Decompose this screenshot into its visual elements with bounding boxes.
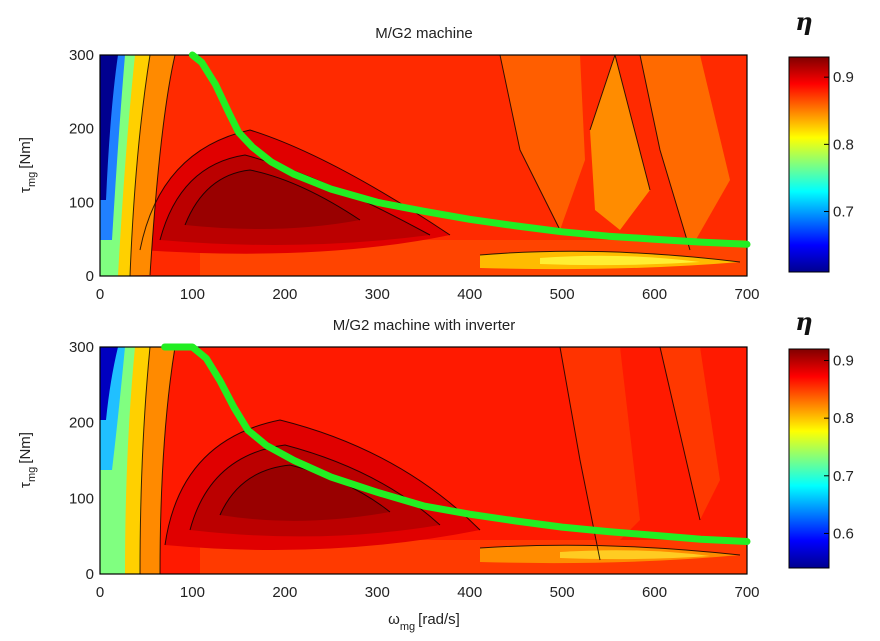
panel-bottom-title: M/G2 machine with inverter xyxy=(333,317,516,334)
x-tick-label: 300 xyxy=(365,286,390,303)
max-torque-curve-top xyxy=(188,51,751,248)
x-tick-label: 400 xyxy=(457,286,482,303)
y-tick-labels-top: 0 100 200 300 xyxy=(69,47,94,285)
colorbar-tick-label: 0.7 xyxy=(833,468,854,485)
y-tick-label: 300 xyxy=(69,47,94,64)
colorbar-top: η 0.7 0.8 0.9 xyxy=(788,7,854,273)
x-tick-label: 500 xyxy=(550,584,575,601)
x-tick-label: 200 xyxy=(272,286,297,303)
colorbar-tick-label: 0.8 xyxy=(833,410,854,427)
y-axis-label-bottom: τmg[Nm] xyxy=(17,432,38,488)
panel-top-frame xyxy=(99,54,748,277)
y-tick-label: 200 xyxy=(69,415,94,432)
panel-top-title: M/G2 machine xyxy=(375,25,473,42)
x-tick-label: 0 xyxy=(96,286,104,303)
colorbar-bottom: η 0.6 0.7 0.8 0.9 xyxy=(788,307,854,569)
x-tick-label: 500 xyxy=(550,286,575,303)
x-tick-labels-top: 0 100 200 300 400 500 600 700 xyxy=(96,286,760,303)
y-tick-label: 100 xyxy=(69,194,94,211)
y-axis-label-top: τmg[Nm] xyxy=(17,137,38,193)
colorbar-tick-label: 0.7 xyxy=(833,204,854,221)
x-tick-labels-bottom: 0 100 200 300 400 500 600 700 xyxy=(96,584,760,601)
x-tick-label: 200 xyxy=(272,584,297,601)
panel-top: M/G2 machine xyxy=(17,7,854,303)
heatmap-top xyxy=(99,51,751,277)
colorbar-tick-label: 0.9 xyxy=(833,353,854,370)
y-tick-labels-bottom: 0 100 200 300 xyxy=(69,339,94,583)
x-tick-label: 600 xyxy=(642,286,667,303)
y-tick-label: 0 xyxy=(86,566,94,583)
panel-bottom-frame xyxy=(99,346,748,575)
colorbar-tick-label: 0.6 xyxy=(833,525,854,542)
x-tick-label: 700 xyxy=(734,286,759,303)
x-tick-label: 600 xyxy=(642,584,667,601)
x-tick-label: 300 xyxy=(365,584,390,601)
x-tick-label: 700 xyxy=(734,584,759,601)
panel-bottom: M/G2 machine with inverter xyxy=(17,307,854,601)
colorbar-tick-label: 0.8 xyxy=(833,136,854,153)
y-tick-label: 300 xyxy=(69,339,94,356)
y-tick-label: 100 xyxy=(69,490,94,507)
colorbar-tick-label: 0.9 xyxy=(833,69,854,86)
x-axis-label: ωmg [rad/s] xyxy=(388,611,460,633)
x-tick-label: 400 xyxy=(457,584,482,601)
x-tick-label: 100 xyxy=(180,584,205,601)
x-tick-label: 100 xyxy=(180,286,205,303)
colorbar-top-label: η xyxy=(795,7,812,36)
x-tick-label: 0 xyxy=(96,584,104,601)
y-tick-label: 200 xyxy=(69,121,94,138)
colorbar-bottom-label: η xyxy=(795,307,812,336)
heatmap-bottom xyxy=(99,343,751,575)
y-tick-label: 0 xyxy=(86,268,94,285)
max-torque-curve-bottom xyxy=(161,343,751,545)
